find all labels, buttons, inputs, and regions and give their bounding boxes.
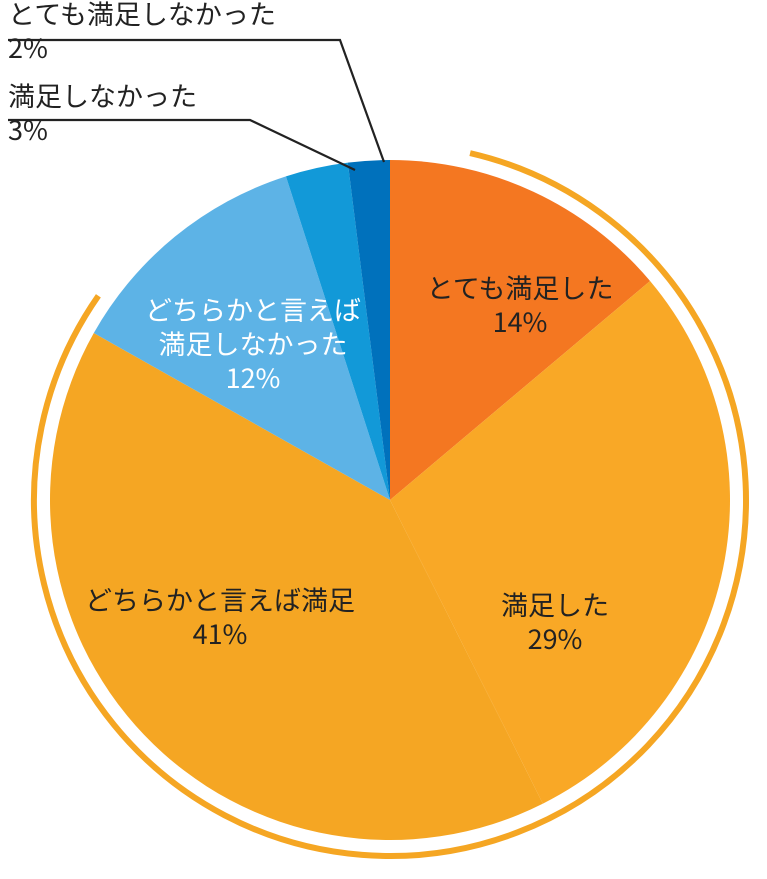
satisfaction-pie-chart: とても満足した14%満足した29%どちらかと言えば満足41%どちらかと言えば満足… bbox=[0, 0, 767, 879]
slice-label-very_dissatisfied: とても満足しなかった2% bbox=[8, 0, 276, 66]
pie-slices bbox=[50, 160, 730, 840]
leader-line-dissatisfied bbox=[8, 120, 355, 170]
slice-label-dissatisfied: 満足しなかった3% bbox=[8, 75, 197, 148]
